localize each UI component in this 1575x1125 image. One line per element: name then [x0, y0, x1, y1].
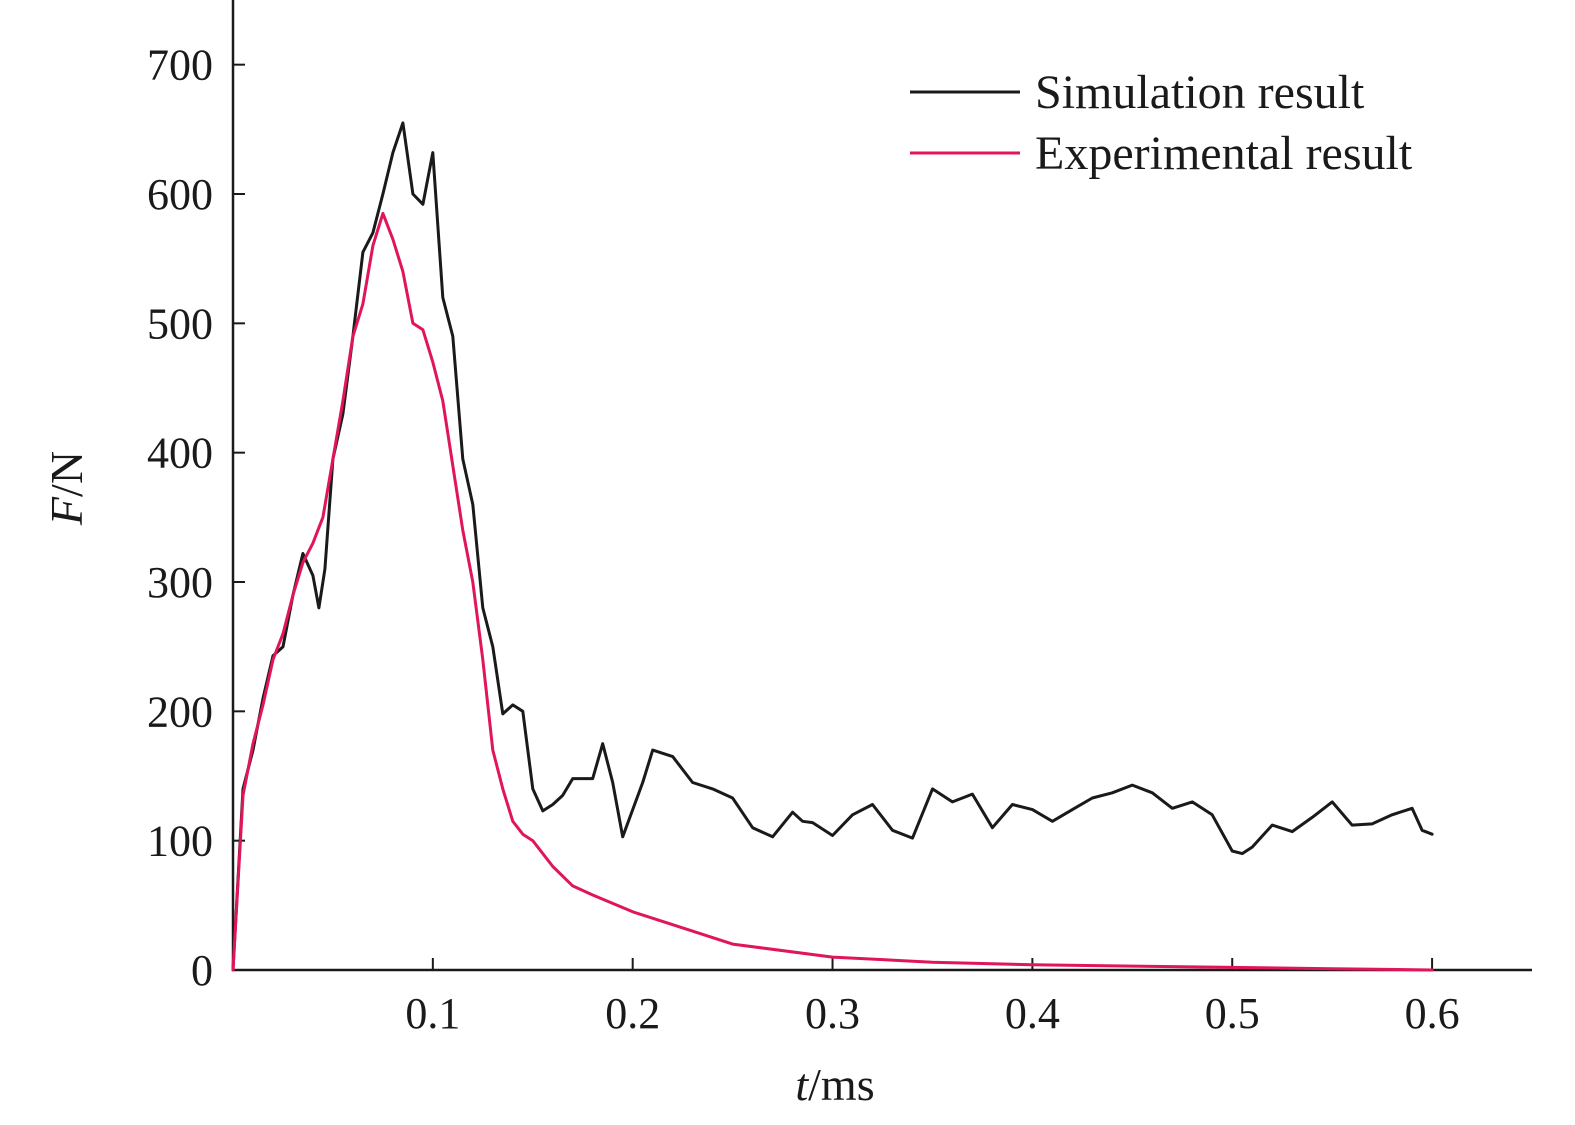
x-tick-label: 0.2 — [605, 989, 660, 1038]
axes — [231, 0, 1532, 972]
y-tick-label: 600 — [147, 170, 213, 219]
x-tick-label: 0.4 — [1005, 989, 1060, 1038]
y-tick-label: 400 — [147, 429, 213, 478]
x-tick-label: 0.3 — [805, 989, 860, 1038]
x-axis-label-unit: /ms — [808, 1059, 874, 1110]
y-tick-label: 500 — [147, 299, 213, 348]
y-tick-label: 300 — [147, 558, 213, 607]
series-line-simulation — [231, 121, 1434, 972]
x-axis-label-variable: t — [795, 1059, 809, 1110]
y-axis-label-variable: F — [41, 496, 92, 526]
legend-label-simulation: Simulation result — [1035, 66, 1365, 119]
x-tick-label: 0.1 — [405, 989, 460, 1038]
legend-label-experimental: Experimental result — [1035, 127, 1413, 180]
y-axis-label: F/N — [41, 451, 92, 526]
series-line-experimental — [231, 211, 1434, 972]
y-tick-label: 700 — [147, 41, 213, 90]
y-tick-label: 0 — [191, 946, 213, 995]
y-axis-label-unit: /N — [41, 451, 92, 497]
legend: Simulation result Experimental result — [910, 66, 1413, 180]
y-tick-label: 100 — [147, 817, 213, 866]
x-axis-label: t/ms — [795, 1059, 874, 1110]
x-tick-label: 0.6 — [1405, 989, 1460, 1038]
y-tick-label: 200 — [147, 687, 213, 736]
x-tick-label: 0.5 — [1205, 989, 1260, 1038]
ticks: 0 100 200 300 400 500 600 700 0.1 0.2 0.3 0.4 0.5 0.6 — [147, 41, 1460, 1038]
series — [231, 121, 1434, 972]
